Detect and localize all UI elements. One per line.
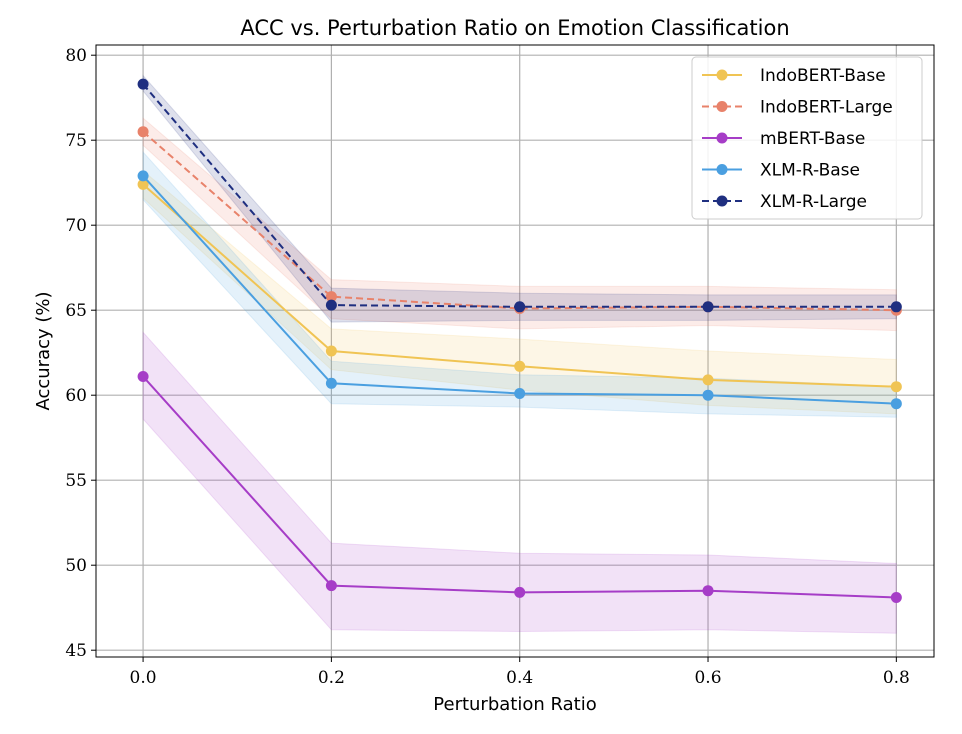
data-point [137, 178, 149, 190]
x-tick-label: 0.4 [506, 668, 533, 688]
data-point [702, 389, 714, 401]
legend-marker [716, 69, 728, 81]
data-point [702, 585, 714, 597]
legend-label: mBERT-Base [760, 129, 865, 149]
data-point [137, 371, 149, 382]
x-axis-label: Perturbation Ratio [433, 694, 596, 715]
legend-marker [716, 164, 728, 175]
x-axis-ticks: 0.0 0.2 0.4 0.6 0.8 [130, 657, 910, 688]
data-point [514, 360, 526, 372]
data-point [514, 586, 526, 598]
data-point [137, 78, 149, 90]
data-point [890, 381, 902, 393]
y-axis-ticks: 45 50 55 60 65 70 75 80 [65, 46, 96, 661]
chart-title: ACC vs. Perturbation Ratio on Emotion Cl… [240, 16, 789, 40]
data-point [702, 374, 714, 386]
data-point [890, 398, 902, 410]
y-tick-label: 75 [65, 131, 87, 151]
confidence-band-xlm-r-large [142, 74, 897, 323]
data-point [890, 592, 902, 603]
legend-marker [716, 101, 728, 112]
legend: IndoBERT-Base IndoBERT-Large mBERT-Base XLM… [691, 56, 923, 220]
data-point [514, 301, 526, 313]
confidence-band-mbert-base [142, 330, 897, 634]
legend-label: IndoBERT-Large [760, 98, 893, 118]
legend-label: IndoBERT-Base [760, 66, 886, 86]
legend-label: XLM-R-Base [760, 161, 860, 181]
y-tick-label: 65 [65, 301, 87, 321]
data-point [514, 388, 526, 399]
data-point [325, 377, 337, 389]
legend-marker [716, 132, 728, 144]
data-point [325, 345, 337, 357]
y-tick-label: 45 [65, 641, 87, 661]
y-tick-label: 80 [65, 46, 87, 66]
legend-box [691, 56, 923, 220]
y-tick-label: 60 [65, 386, 87, 406]
series-line-indobert-large [142, 130, 897, 312]
y-tick-label: 70 [65, 216, 87, 236]
data-point [325, 291, 337, 303]
data-point [325, 299, 337, 311]
data-point [137, 126, 149, 138]
x-tick-label: 0.2 [318, 668, 345, 688]
x-tick-label: 0.6 [694, 668, 721, 688]
y-axis-label: Accuracy (%) [33, 291, 54, 410]
legend-marker [716, 195, 728, 207]
x-tick-label: 0.0 [130, 668, 157, 688]
plot-frame [95, 44, 935, 658]
data-point [890, 301, 902, 313]
data-point [325, 580, 337, 592]
data-point [702, 301, 714, 313]
y-tick-label: 50 [65, 556, 87, 576]
legend-label: XLM-R-Large [760, 192, 867, 212]
series-lines [137, 78, 902, 603]
data-point [137, 170, 149, 182]
x-tick-label: 0.8 [883, 668, 910, 688]
confidence-band-xlm-r-base [142, 150, 897, 418]
y-tick-label: 55 [65, 471, 87, 491]
